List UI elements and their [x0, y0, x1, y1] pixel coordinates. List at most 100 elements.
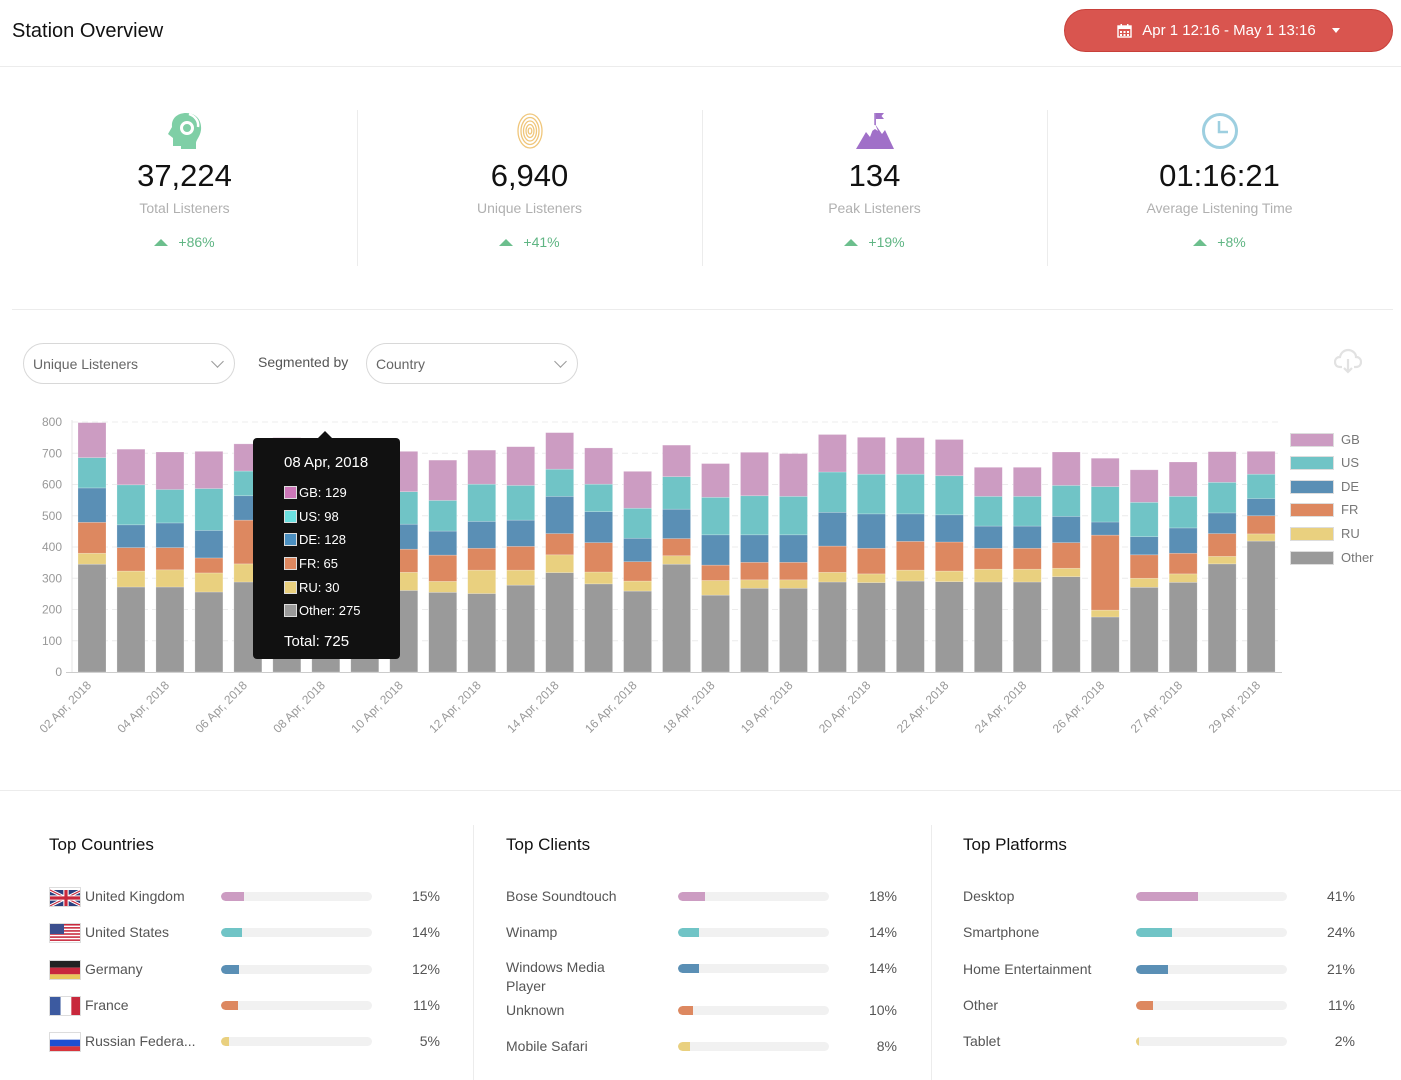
bar-stack[interactable]: [857, 437, 886, 673]
bar-segment-de[interactable]: [779, 534, 808, 563]
bar-segment-ru[interactable]: [1207, 556, 1237, 565]
bar-segment-fr[interactable]: [1012, 547, 1042, 570]
bar-segment-us[interactable]: [1168, 496, 1198, 529]
bar-segment-other[interactable]: [77, 563, 107, 673]
bar-segment-other[interactable]: [740, 587, 769, 673]
bar-segment-de[interactable]: [935, 514, 964, 543]
bar-segment-gb[interactable]: [1246, 451, 1276, 475]
bar-stack[interactable]: [584, 447, 613, 673]
bar-stack[interactable]: [1129, 469, 1159, 673]
bar-segment-ru[interactable]: [506, 569, 535, 586]
bar-stack[interactable]: [506, 446, 535, 673]
bar-segment-de[interactable]: [467, 521, 497, 549]
bar-segment-gb[interactable]: [1168, 461, 1198, 497]
bar-stack[interactable]: [155, 451, 185, 673]
bar-segment-us[interactable]: [1129, 502, 1159, 537]
bar-segment-other[interactable]: [662, 563, 691, 673]
bar-segment-gb[interactable]: [623, 471, 652, 509]
bar-stack[interactable]: [974, 467, 1003, 673]
bar-segment-us[interactable]: [857, 473, 886, 515]
bar-segment-other[interactable]: [194, 591, 224, 673]
bar-segment-de[interactable]: [701, 534, 730, 566]
bar-segment-gb[interactable]: [506, 446, 535, 486]
segment-select[interactable]: Country: [366, 343, 578, 384]
bar-segment-fr[interactable]: [584, 542, 613, 573]
bar-segment-other[interactable]: [779, 587, 808, 673]
bar-segment-us[interactable]: [1246, 473, 1276, 499]
bar-segment-gb[interactable]: [1012, 467, 1042, 497]
bar-segment-fr[interactable]: [1207, 533, 1237, 557]
bar-segment-fr[interactable]: [467, 547, 497, 571]
bar-segment-other[interactable]: [623, 590, 652, 673]
bar-segment-other[interactable]: [545, 572, 574, 673]
bar-segment-us[interactable]: [506, 485, 535, 521]
bar-segment-other[interactable]: [818, 581, 847, 673]
bar-segment-gb[interactable]: [1207, 451, 1237, 483]
bar-segment-de[interactable]: [545, 496, 574, 534]
bar-segment-ru[interactable]: [1129, 577, 1159, 588]
bar-segment-ru[interactable]: [116, 570, 146, 588]
bar-segment-de[interactable]: [974, 525, 1003, 549]
bar-segment-fr[interactable]: [428, 554, 458, 582]
bar-segment-other[interactable]: [1246, 540, 1276, 673]
bar-segment-fr[interactable]: [1168, 552, 1198, 575]
bar-segment-gb[interactable]: [116, 448, 146, 486]
bar-segment-gb[interactable]: [1051, 451, 1081, 486]
bar-segment-us[interactable]: [935, 475, 964, 516]
bar-segment-us[interactable]: [467, 483, 497, 522]
bar-segment-de[interactable]: [662, 508, 691, 539]
legend-item-us[interactable]: US: [1290, 455, 1359, 470]
bar-segment-ru[interactable]: [1168, 573, 1198, 583]
bar-segment-fr[interactable]: [701, 564, 730, 581]
bar-segment-ru[interactable]: [155, 569, 185, 588]
bar-stack[interactable]: [662, 444, 691, 673]
bar-segment-us[interactable]: [623, 507, 652, 539]
bar-segment-other[interactable]: [428, 592, 458, 673]
bar-segment-de[interactable]: [857, 513, 886, 549]
bar-segment-other[interactable]: [1129, 587, 1159, 673]
bar-segment-other[interactable]: [116, 586, 146, 673]
bar-segment-us[interactable]: [740, 495, 769, 536]
bar-segment-us[interactable]: [194, 488, 224, 531]
bar-segment-other[interactable]: [857, 582, 886, 673]
bar-segment-ru[interactable]: [779, 579, 808, 589]
bar-segment-gb[interactable]: [428, 459, 458, 501]
legend-item-other[interactable]: Other: [1290, 550, 1374, 565]
bar-segment-gb[interactable]: [1090, 457, 1120, 487]
bar-segment-us[interactable]: [779, 496, 808, 536]
bar-segment-other[interactable]: [1012, 581, 1042, 673]
bar-segment-gb[interactable]: [740, 452, 769, 497]
bar-stack[interactable]: [1051, 451, 1081, 673]
bar-segment-ru[interactable]: [896, 569, 925, 582]
bar-segment-gb[interactable]: [896, 437, 925, 475]
bar-stack[interactable]: [428, 459, 458, 673]
bar-segment-de[interactable]: [1207, 512, 1237, 534]
bar-segment-de[interactable]: [1090, 521, 1120, 536]
bar-segment-us[interactable]: [584, 483, 613, 512]
bar-segment-gb[interactable]: [935, 439, 964, 477]
bar-segment-de[interactable]: [116, 524, 146, 548]
bar-segment-fr[interactable]: [155, 547, 185, 571]
bar-segment-other[interactable]: [1207, 563, 1237, 673]
bar-segment-fr[interactable]: [506, 546, 535, 571]
bar-segment-ru[interactable]: [623, 580, 652, 592]
bar-segment-us[interactable]: [1207, 482, 1237, 514]
bar-segment-gb[interactable]: [857, 437, 886, 475]
bar-segment-fr[interactable]: [662, 538, 691, 557]
bar-segment-de[interactable]: [1051, 516, 1081, 543]
bar-segment-fr[interactable]: [974, 547, 1003, 570]
bar-segment-ru[interactable]: [584, 571, 613, 585]
bar-segment-us[interactable]: [155, 489, 185, 524]
bar-segment-fr[interactable]: [896, 541, 925, 571]
bar-segment-fr[interactable]: [1090, 534, 1120, 611]
bar-segment-ru[interactable]: [467, 569, 497, 594]
bar-segment-ru[interactable]: [1090, 609, 1120, 618]
bar-segment-fr[interactable]: [545, 533, 574, 556]
bar-segment-de[interactable]: [506, 519, 535, 547]
bar-stack[interactable]: [701, 463, 730, 673]
bar-segment-fr[interactable]: [77, 522, 107, 554]
bar-segment-gb[interactable]: [194, 451, 224, 489]
bar-segment-gb[interactable]: [77, 422, 107, 458]
bar-segment-us[interactable]: [77, 457, 107, 489]
bar-segment-de[interactable]: [155, 522, 185, 548]
